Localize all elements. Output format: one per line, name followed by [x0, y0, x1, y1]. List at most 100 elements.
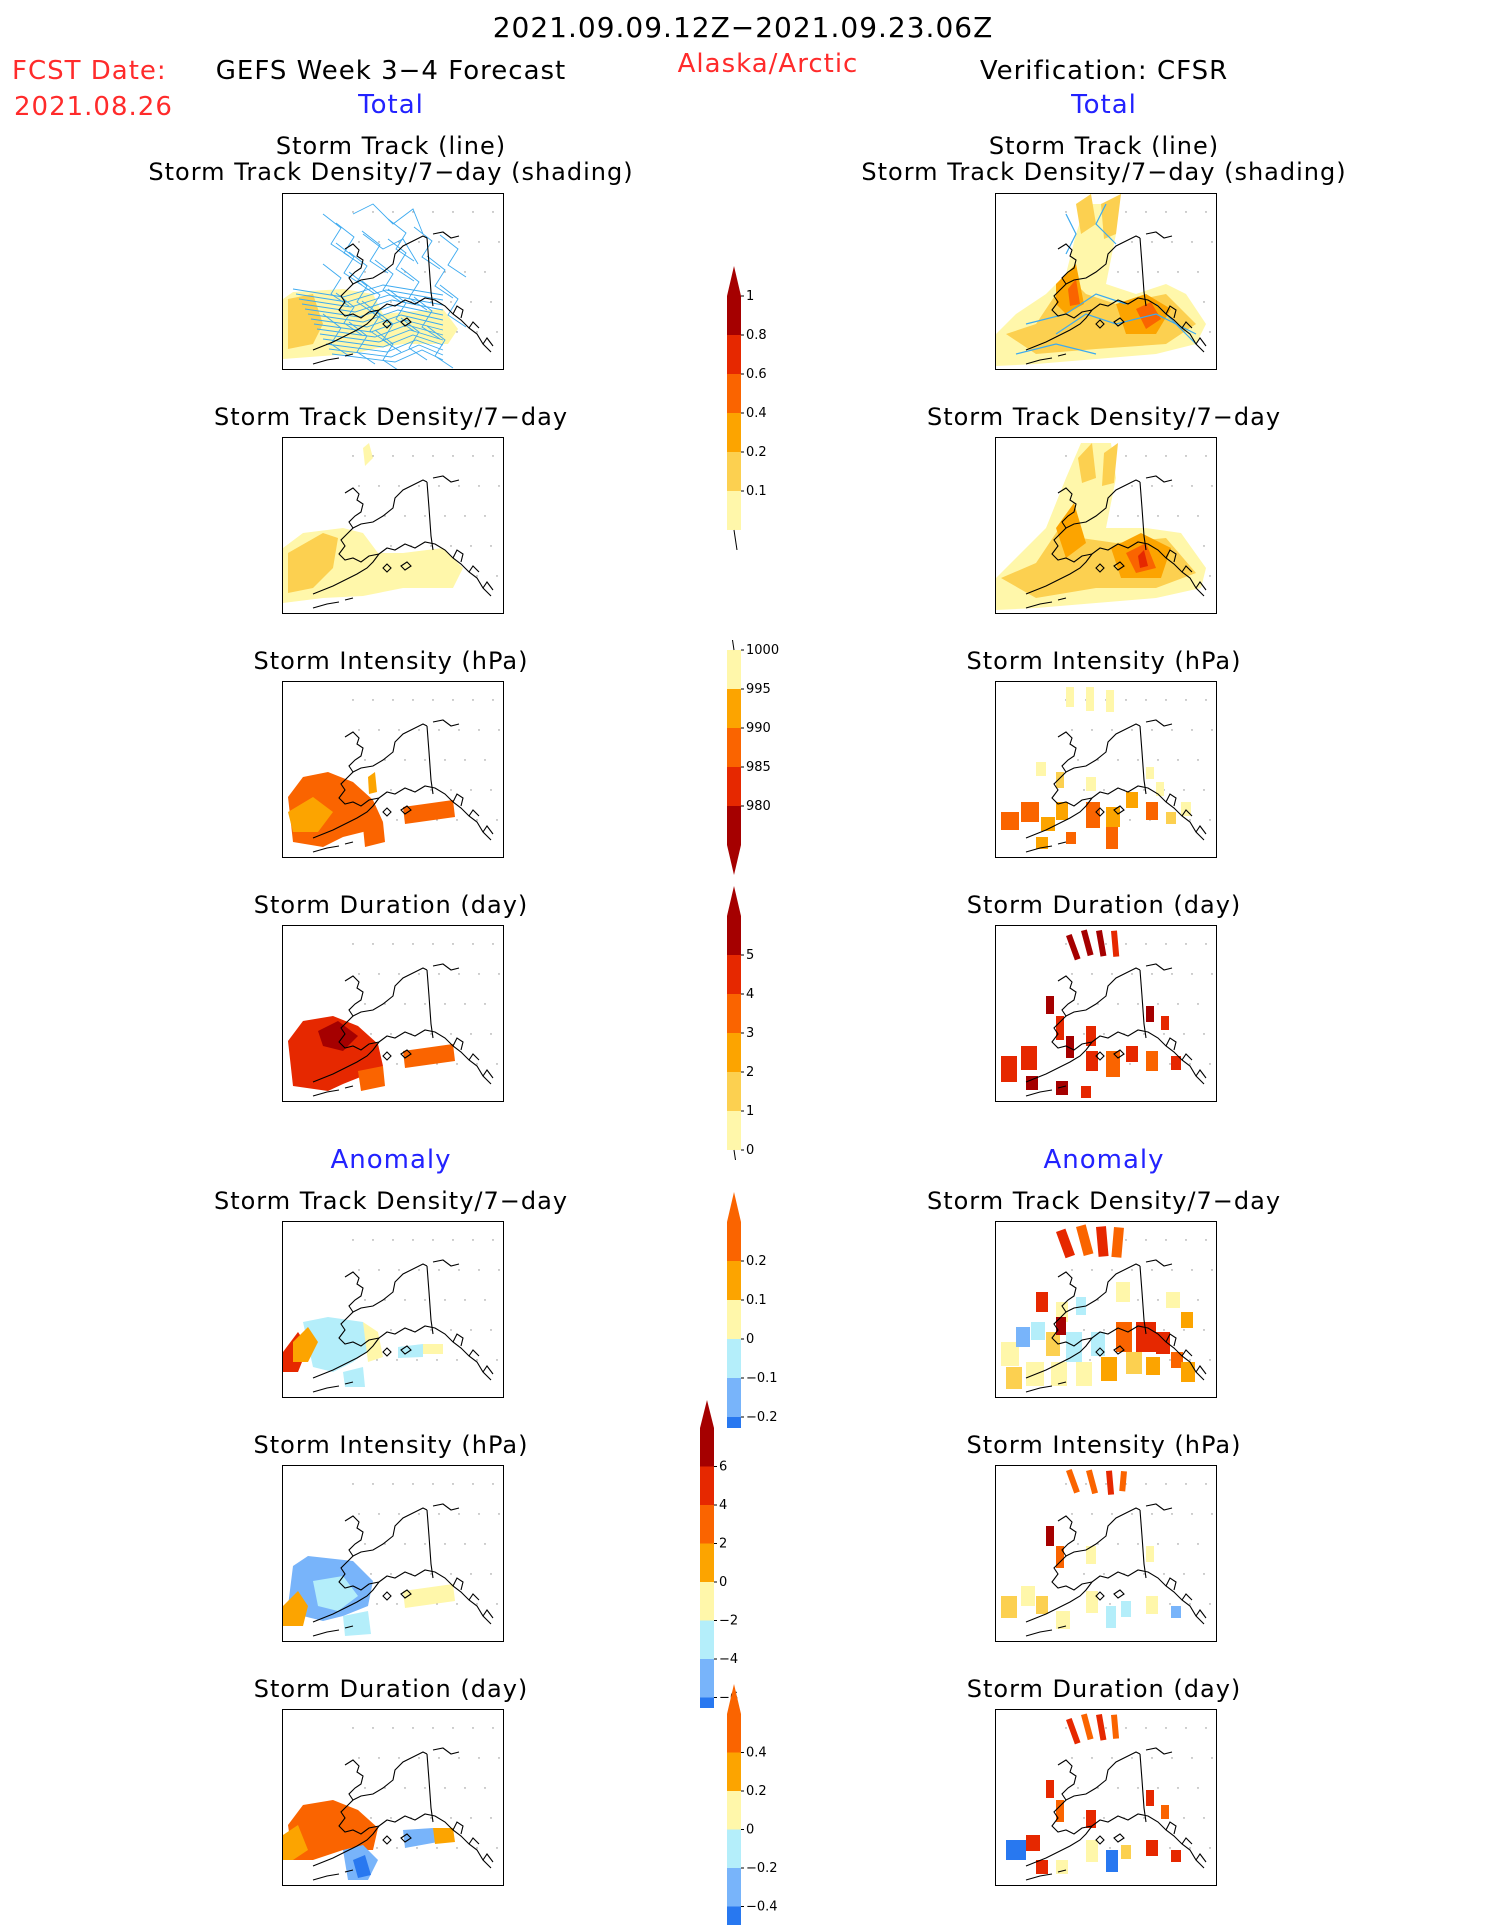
colorbar-segment — [727, 1222, 741, 1261]
right-intensity-title: Storm Intensity (hPa) — [966, 647, 1242, 675]
graticule-dots — [1065, 1727, 1213, 1849]
left-anom-density-title: Storm Track Density/7−day — [213, 1187, 569, 1215]
graticule-dots — [352, 699, 500, 821]
left-anom-intensity-title: Storm Intensity (hPa) — [253, 1431, 529, 1459]
right-duration-title: Storm Duration (day) — [966, 891, 1242, 919]
colorbar-arrow-top — [727, 1192, 741, 1222]
fcst-date-value: 2021.08.26 — [14, 92, 173, 122]
alaska-coastline — [1025, 475, 1207, 609]
alaska-coastline — [1025, 231, 1207, 365]
colorbar-tick-label: 0 — [746, 1143, 754, 1158]
colorbar-tick-label: −4 — [719, 1652, 738, 1667]
colorbar-tick-label: 0.8 — [746, 328, 767, 343]
right-density-title: Storm Track Density/7−day — [926, 403, 1282, 431]
colorbar-tick-label: 0.2 — [746, 1784, 767, 1799]
region-title: Alaska/Arctic — [677, 49, 859, 79]
map-cfsr-anom-density — [995, 1221, 1217, 1398]
anomaly-label-left: Anomaly — [330, 1145, 452, 1175]
colorbar-segment — [727, 335, 741, 374]
colorbar-tick-label: 0.1 — [746, 484, 767, 499]
colorbar-tick-label: 2 — [746, 1065, 754, 1080]
alaska-coastline — [312, 1259, 494, 1393]
map-cfsr-track-density — [995, 193, 1217, 370]
map-cfsr-anom-duration — [995, 1709, 1217, 1886]
colorbar-tick-label: 1000 — [746, 643, 779, 658]
colorbar-tick-label: 4 — [719, 1498, 727, 1513]
map-cfsr-duration — [995, 925, 1217, 1102]
colorbar-segment — [727, 689, 741, 728]
colorbar-segment — [700, 1466, 714, 1505]
colorbar-segment — [727, 1261, 741, 1300]
graticule-dots — [352, 1727, 500, 1849]
colorbar-tick-label: −0.4 — [746, 1900, 778, 1915]
right-anom-duration-title: Storm Duration (day) — [966, 1675, 1242, 1703]
colorbar-tick-label: 4 — [746, 987, 754, 1002]
left-intensity-title: Storm Intensity (hPa) — [253, 647, 529, 675]
colorbar-tick-label: 0 — [746, 1332, 754, 1347]
colorbar-segment — [727, 1339, 741, 1378]
colorbar-tick-label: 2 — [719, 1537, 727, 1552]
colorbar-segment — [727, 491, 741, 530]
colorbar-segment — [700, 1659, 714, 1698]
fcst-date-label: FCST Date: — [12, 56, 167, 86]
colorbar-tick-label: 0 — [719, 1575, 727, 1590]
left-track-shading-title: Storm Track Density/7−day (shading) — [148, 158, 634, 186]
colorbar-segment — [727, 1300, 741, 1339]
alaska-coastline — [1025, 1259, 1207, 1393]
colorbar-segment — [727, 452, 741, 491]
colorbar-tick-label: 0.4 — [746, 1746, 767, 1761]
colorbar-tick-label: 0.4 — [746, 406, 767, 421]
colorbar-segment — [727, 994, 741, 1033]
map-cfsr-density — [995, 437, 1217, 614]
colorbar-segment — [700, 1505, 714, 1544]
colorbar-segment — [727, 1868, 741, 1907]
colorbar-segment — [727, 296, 741, 335]
right-anom-intensity-title: Storm Intensity (hPa) — [966, 1431, 1242, 1459]
colorbar-tick-label: 1 — [746, 289, 754, 304]
anomaly-label-right: Anomaly — [1043, 1145, 1165, 1175]
colorbar-segment — [727, 650, 741, 689]
left-anom-duration-title: Storm Duration (day) — [253, 1675, 529, 1703]
period-title: 2021.09.09.12Z−2021.09.23.06Z — [492, 11, 994, 44]
right-track-line-title: Storm Track (line) — [988, 132, 1220, 160]
colorbar-arrow-bottom — [727, 845, 741, 875]
colorbar-tick-label: −2 — [719, 1614, 738, 1629]
colorbar-tick-label: 990 — [746, 721, 771, 736]
colorbar-intensity: 980 985 990 995 1000 — [727, 640, 779, 875]
colorbar-segment — [727, 1906, 741, 1925]
colorbar-arrow-top — [700, 1400, 714, 1428]
colorbar-tick-label: 980 — [746, 799, 771, 814]
colorbar-segment — [727, 1791, 741, 1830]
right-track-shading-title: Storm Track Density/7−day (shading) — [861, 158, 1347, 186]
graticule-dots — [1065, 943, 1213, 1065]
colorbar-tick-label: 985 — [746, 760, 771, 775]
graticule-dots — [352, 1483, 500, 1605]
colorbar-segment — [727, 1033, 741, 1072]
colorbar-duration: 0 1 2 3 4 5 — [727, 886, 754, 1160]
map-gefs-intensity — [282, 681, 504, 858]
alaska-coastline — [312, 231, 494, 365]
colorbar-segment — [727, 1417, 741, 1428]
colorbar-segment — [727, 955, 741, 994]
colorbar-tick-label: 995 — [746, 682, 771, 697]
colorbar-segment — [727, 1829, 741, 1868]
alaska-coastline — [312, 1503, 494, 1637]
map-gefs-track-density — [282, 193, 504, 370]
colorbar-anom-duration: −0.4 −0.2 0 0.2 0.4 — [727, 1684, 778, 1925]
colorbar-arrow-top — [727, 886, 741, 916]
colorbar-segment — [727, 413, 741, 452]
colorbar-tick-label: 0 — [746, 1823, 754, 1838]
colorbar-tick-label: −0.2 — [746, 1410, 778, 1425]
storm-tracks — [292, 203, 467, 369]
colorbar-segment — [727, 1111, 741, 1150]
colorbar-segment — [727, 1714, 741, 1753]
colorbar-tick-label: 0.2 — [746, 1254, 767, 1269]
colorbar-tick-label: 0.1 — [746, 1293, 767, 1308]
colorbar-arrow-top — [727, 1684, 741, 1714]
colorbar-arrow-top — [727, 266, 741, 296]
colorbar-segment — [700, 1428, 714, 1467]
graticule-dots — [1065, 1483, 1213, 1605]
colorbar-segment — [727, 806, 741, 845]
colorbar-segment — [727, 1072, 741, 1111]
